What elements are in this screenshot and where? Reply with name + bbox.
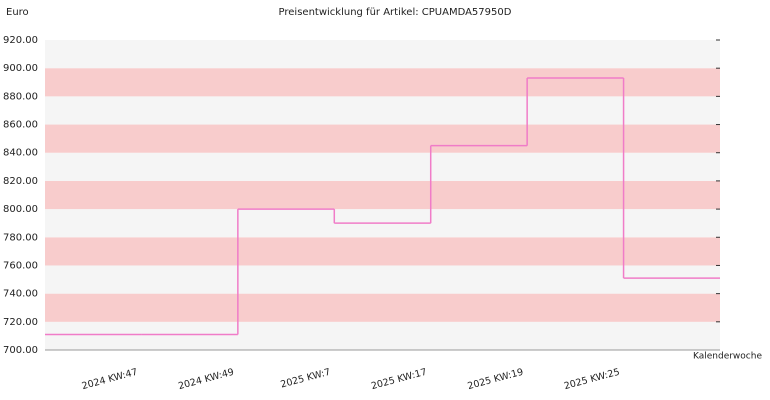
background-band	[45, 321, 720, 350]
y-tick-label: 740.00	[3, 289, 38, 300]
background-band	[45, 40, 720, 69]
background-band	[45, 96, 720, 125]
background-band	[45, 265, 720, 294]
y-tick-label: 760.00	[3, 260, 38, 271]
x-tick-label: 2024 KW:47	[81, 367, 139, 392]
y-tick-label: 880.00	[3, 91, 38, 102]
y-tick-label: 840.00	[3, 148, 38, 159]
y-tick-label: 700.00	[3, 345, 38, 356]
x-tick-label: 2025 KW:17	[370, 367, 428, 392]
y-tick-label: 780.00	[3, 232, 38, 243]
y-tick-label: 920.00	[3, 35, 38, 46]
background-band	[45, 68, 720, 97]
x-axis-label: Kalenderwoche	[693, 352, 762, 362]
background-band	[45, 293, 720, 322]
y-axis-label: Euro	[6, 7, 29, 18]
x-tick-label: 2025 KW:7	[279, 367, 331, 391]
y-tick-label: 800.00	[3, 204, 38, 215]
background-band	[45, 124, 720, 153]
y-tick-label: 820.00	[3, 176, 38, 187]
x-tick-label: 2025 KW:25	[563, 367, 621, 392]
y-tick-label: 900.00	[3, 63, 38, 74]
background-band	[45, 180, 720, 210]
background-band	[45, 237, 720, 266]
y-tick-label: 720.00	[3, 317, 38, 328]
x-tick-label: 2025 KW:19	[466, 367, 524, 392]
background-band	[45, 152, 720, 181]
y-tick-label: 860.00	[3, 120, 38, 131]
x-tick-label: 2024 KW:49	[177, 367, 235, 392]
chart-title: Preisentwicklung für Artikel: CPUAMDA579…	[279, 7, 512, 18]
